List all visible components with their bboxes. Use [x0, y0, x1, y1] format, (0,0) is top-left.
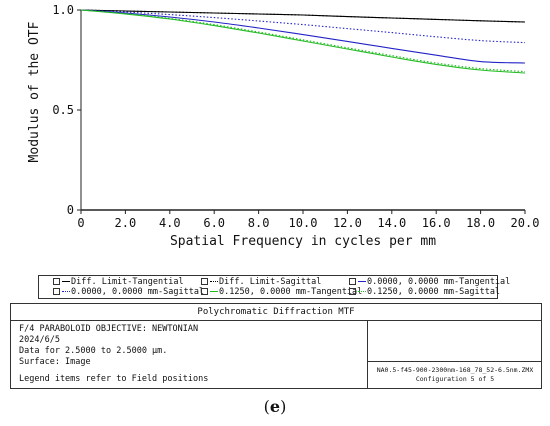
- legend-label: 0.0000, 0.0000 mm-Sagittal: [71, 287, 205, 297]
- x-axis-label: Spatial Frequency in cycles per mm: [170, 234, 436, 249]
- info-line-date: 2024/6/5: [19, 335, 60, 345]
- line-style-icon: [62, 291, 70, 292]
- legend-item-diff-sag: Diff. Limit-Sagittal: [201, 277, 321, 287]
- info-line-legend-note: Legend items refer to Field positions: [19, 374, 209, 384]
- legend-swatch-icon: [349, 278, 356, 285]
- line-style-icon: [358, 291, 366, 292]
- info-lines: F/4 PARABOLOID OBJECTIVE: NEWTONIAN 2024…: [19, 324, 208, 385]
- info-right-panel: NA0.5-f45-900-2300nm-168_78_52-6.5nm.ZMX…: [367, 321, 542, 388]
- line-style-icon: [210, 281, 218, 282]
- legend: Diff. Limit-Tangential Diff. Limit-Sagit…: [38, 275, 510, 299]
- series-line-2: [80, 9, 526, 64]
- x-tick-label: 0: [77, 216, 84, 230]
- info-line-title: F/4 PARABOLOID OBJECTIVE: NEWTONIAN: [19, 324, 199, 334]
- y-tick-label: 0.5: [52, 103, 74, 117]
- legend-swatch-icon: [53, 288, 60, 295]
- series-line-1: [80, 9, 526, 23]
- legend-label: Diff. Limit-Sagittal: [219, 277, 322, 287]
- y-axis-label: Modulus of the OTF: [27, 21, 42, 162]
- info-file-box: NA0.5-f45-900-2300nm-168_78_52-6.5nm.ZMX…: [368, 361, 542, 388]
- line-style-icon: [62, 281, 70, 282]
- mtf-chart: 0 2.0 4.0 6.0 8.0 10.0 12.0 14.0 16.0 18.0 20.0 0 0.…: [27, 3, 539, 249]
- line-style-icon: [358, 281, 366, 282]
- x-tick-label: 14.0: [377, 216, 406, 230]
- x-tick-label: 16.0: [422, 216, 451, 230]
- chart-ticks: 0 2.0 4.0 6.0 8.0 10.0 12.0 14.0 16.0 18.0 20.0 0 0.…: [52, 3, 539, 230]
- legend-label: 0.1250, 0.0000 mm-Sagittal: [367, 287, 501, 297]
- info-line-data-range: Data for 2.5000 to 2.5000 µm.: [19, 346, 168, 356]
- x-tick-label: 6.0: [203, 216, 225, 230]
- x-tick-label: 2.0: [115, 216, 137, 230]
- y-tick-label: 0: [67, 203, 74, 217]
- legend-label: 0.1250, 0.0000 mm-Tangential: [219, 287, 363, 297]
- legend-item-0125-tan: 0.1250, 0.0000 mm-Tangential: [201, 287, 362, 297]
- legend-label: Diff. Limit-Tangential: [71, 277, 184, 287]
- legend-swatch-icon: [349, 288, 356, 295]
- legend-item-0125-sag: 0.1250, 0.0000 mm-Sagittal: [349, 287, 500, 297]
- series-line-5: [80, 9, 526, 73]
- caption-open-paren: (: [263, 397, 270, 416]
- y-tick-label: 1.0: [52, 3, 74, 17]
- info-config: Configuration 5 of 5: [415, 375, 495, 383]
- figure-caption: (e): [0, 397, 550, 416]
- legend-item-diff-tan: Diff. Limit-Tangential: [53, 277, 184, 287]
- caption-letter: e: [269, 397, 281, 416]
- legend-item-0-tan: 0.0000, 0.0000 mm-Tangential: [349, 277, 510, 287]
- legend-item-0-sag: 0.0000, 0.0000 mm-Sagittal: [53, 287, 204, 297]
- x-tick-label: 18.0: [466, 216, 495, 230]
- info-line-surface: Surface: Image: [19, 357, 91, 367]
- series-line-4: [80, 9, 526, 74]
- x-tick-label: 4.0: [159, 216, 181, 230]
- x-tick-label: 8.0: [248, 216, 270, 230]
- chart-curves: [80, 9, 526, 74]
- info-box: Polychromatic Diffraction MTF F/4 PARABO…: [10, 303, 542, 389]
- x-tick-label: 10.0: [289, 216, 318, 230]
- legend-swatch-icon: [201, 288, 208, 295]
- info-title: Polychromatic Diffraction MTF: [11, 304, 541, 321]
- line-style-icon: [210, 291, 218, 292]
- legend-swatch-icon: [53, 278, 60, 285]
- legend-swatch-icon: [201, 278, 208, 285]
- legend-label: 0.0000, 0.0000 mm-Tangential: [367, 277, 511, 287]
- caption-close-paren: ): [280, 397, 287, 416]
- info-file-name: NA0.5-f45-900-2300nm-168_78_52-6.5nm.ZMX: [376, 366, 534, 374]
- x-tick-label: 20.0: [511, 216, 540, 230]
- x-tick-label: 12.0: [333, 216, 362, 230]
